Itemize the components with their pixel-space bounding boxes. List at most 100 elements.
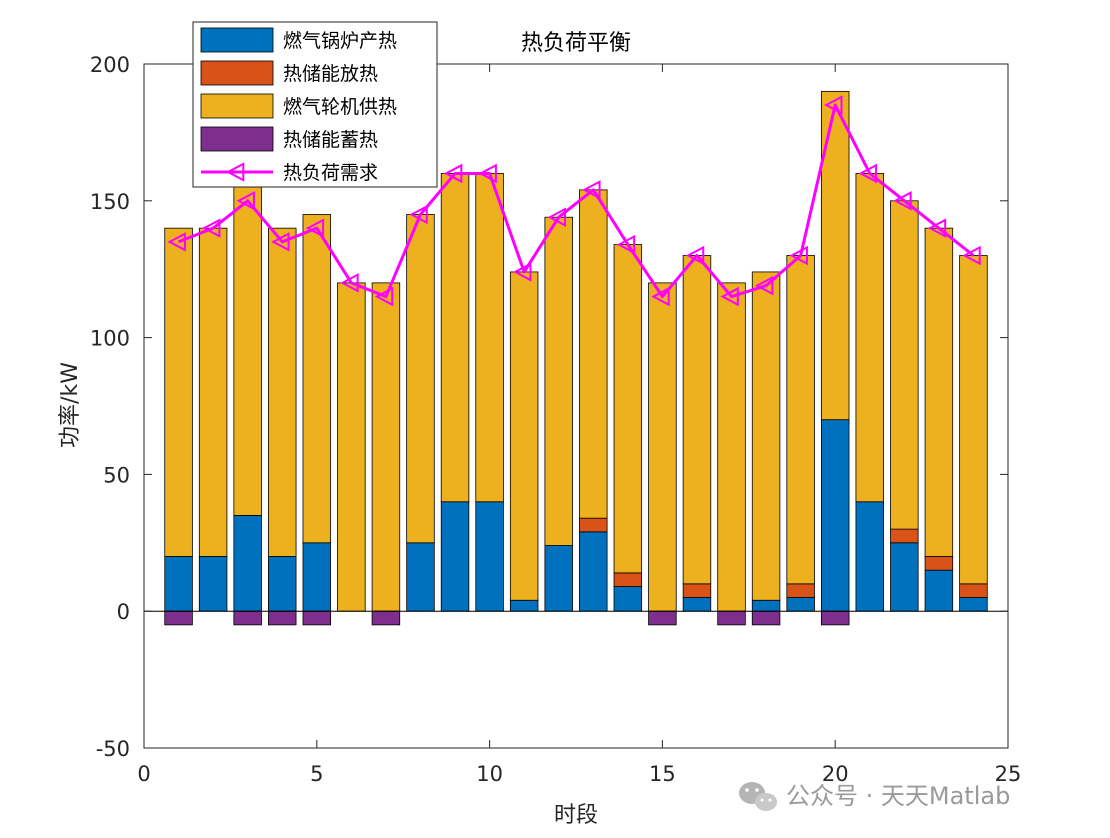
bar-segment — [820, 610, 850, 626]
y-tick-label: -50 — [96, 737, 130, 761]
bar-segment — [820, 419, 850, 612]
legend-label: 燃气锅炉产热 — [283, 30, 397, 52]
demand-marker — [547, 207, 567, 227]
demand-marker — [513, 262, 532, 282]
legend-label: 热储能放热 — [283, 63, 378, 85]
legend-swatch — [200, 93, 274, 119]
demand-marker — [858, 163, 878, 184]
y-tick-label: 100 — [90, 327, 130, 351]
y-tick-label: 0 — [117, 600, 130, 624]
bar-segment — [509, 599, 539, 612]
x-tick-label: 20 — [822, 762, 849, 786]
bar-segment — [613, 572, 643, 587]
x-tick-label: 15 — [649, 762, 676, 786]
bar-segment — [924, 227, 954, 557]
x-axis-label: 时段 — [554, 803, 598, 828]
bar-segment — [337, 282, 366, 612]
bar-segment — [751, 271, 781, 601]
bar-segment — [648, 610, 677, 626]
bar-segment — [890, 200, 919, 530]
x-tick-label: 10 — [476, 762, 503, 786]
x-tick-label: 5 — [310, 762, 323, 786]
bar-segment — [475, 501, 504, 612]
bar-segment — [613, 244, 643, 574]
bar-segment — [855, 501, 884, 612]
legend-swatch — [200, 60, 274, 86]
wechat-icon — [739, 782, 777, 811]
axes-layer: 0 5 10 15 20 25 -50 0 50 100 150 200 — [90, 53, 1021, 786]
bar-segment — [371, 282, 401, 612]
bar-segment — [509, 271, 539, 601]
bar-segment — [164, 556, 193, 612]
bar-segment — [544, 545, 573, 612]
demand-marker — [962, 245, 981, 266]
demand-marker — [409, 204, 428, 225]
demand-marker — [685, 245, 705, 266]
bar-segment — [682, 255, 712, 585]
bar-segment — [751, 610, 781, 626]
bar-segment — [440, 501, 470, 612]
y-tick-label: 50 — [103, 463, 130, 487]
legend-swatch — [200, 27, 274, 53]
bar-segment — [786, 255, 815, 585]
bar-segment — [682, 583, 712, 598]
demand-marker — [201, 218, 221, 238]
bar-segment — [440, 173, 470, 503]
bar-segment — [924, 569, 954, 612]
bar-segment — [682, 597, 712, 612]
bar-segment — [786, 583, 815, 598]
demand-marker — [651, 286, 670, 307]
legend-label: 热储能蓄热 — [283, 129, 378, 151]
bar-segment — [924, 556, 954, 571]
demand-marker — [340, 273, 359, 293]
demand-marker — [236, 191, 255, 211]
y-axis-label: 功率/kW — [58, 362, 83, 448]
demand-marker — [443, 163, 463, 184]
bar-segment — [786, 597, 815, 612]
bar-segment — [751, 599, 781, 612]
demand-marker — [720, 286, 739, 307]
bar-segment — [820, 90, 850, 421]
bar-segment — [198, 556, 228, 612]
bar-segment — [371, 610, 401, 626]
bar-segment — [198, 227, 228, 557]
bar-segment — [406, 214, 435, 544]
demand-marker — [789, 245, 808, 266]
bar-segment — [302, 542, 332, 612]
demand-marker — [582, 180, 601, 200]
bar-segment — [717, 282, 746, 612]
chart-title: 热负荷平衡 — [521, 31, 631, 56]
axes-box — [143, 63, 1009, 749]
demand-marker — [616, 234, 636, 255]
bar-segment — [268, 610, 297, 626]
x-tick-label: 25 — [995, 762, 1022, 786]
demand-marker — [754, 275, 774, 296]
demand-marker — [478, 163, 497, 184]
legend-marker — [225, 162, 245, 182]
bar-segment — [959, 597, 988, 612]
bar-segment — [959, 255, 988, 585]
demand-marker — [271, 232, 290, 252]
bar-segment — [717, 610, 746, 626]
bar-segment — [890, 528, 919, 544]
bar-segment — [544, 216, 573, 546]
bar-segment — [648, 282, 677, 612]
y-tick-label: 200 — [90, 53, 130, 77]
bar-segment — [579, 189, 608, 519]
bar-segment — [475, 173, 504, 503]
bar-segment — [233, 515, 262, 612]
bar-segment — [613, 586, 643, 612]
bar-segment — [855, 173, 884, 503]
demand-marker — [927, 218, 947, 238]
legend-label: 热负荷需求 — [283, 162, 378, 184]
bar-segment — [406, 542, 435, 612]
demand-marker — [893, 191, 912, 211]
y-tick-label: 150 — [90, 190, 130, 214]
demand-marker — [167, 232, 186, 252]
bar-segment — [268, 556, 297, 612]
bar-segment — [890, 542, 919, 612]
bar-segment — [268, 227, 297, 557]
bar-segment — [164, 610, 193, 626]
bar-segment — [959, 583, 988, 598]
